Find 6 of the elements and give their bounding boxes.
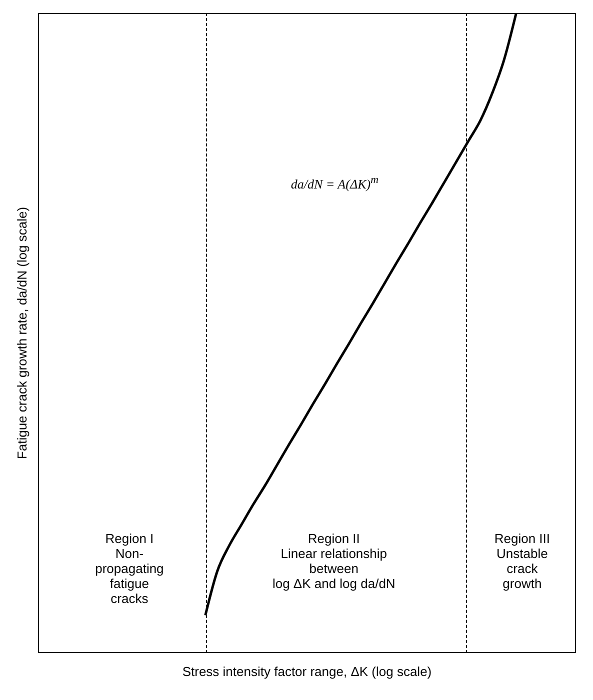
annotation: Region I Non- propagating fatigue cracks	[95, 531, 164, 606]
x-axis-title: Stress intensity factor range, ΔK (log scale)	[181, 664, 433, 679]
annotation: Region II Linear relationship between log ΔK and log da/dN	[272, 531, 396, 592]
annotation: Region III Unstable crack growth	[494, 531, 550, 592]
y-axis-title: Fatigue crack growth rate, da/dN (log scale)	[14, 206, 30, 460]
annotation: da/dN = A(ΔK)$^{m}$	[290, 173, 378, 192]
